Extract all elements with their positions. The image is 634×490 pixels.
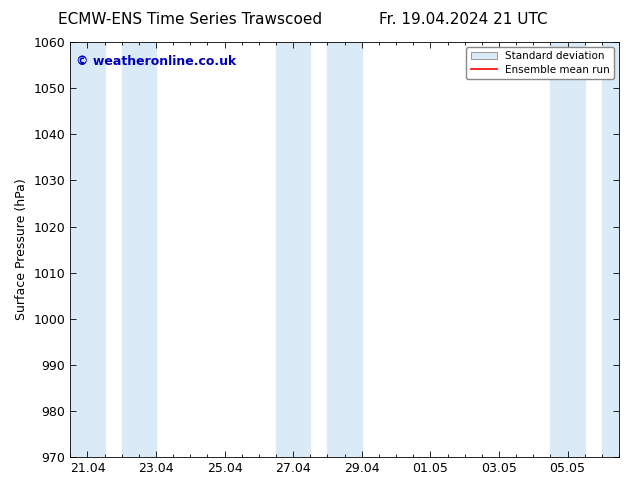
Bar — [550, 42, 585, 457]
Text: ECMW-ENS Time Series Trawscoed: ECMW-ENS Time Series Trawscoed — [58, 12, 322, 27]
Text: Fr. 19.04.2024 21 UTC: Fr. 19.04.2024 21 UTC — [378, 12, 547, 27]
Bar — [602, 42, 619, 457]
Legend: Standard deviation, Ensemble mean run: Standard deviation, Ensemble mean run — [467, 47, 614, 79]
Text: © weatheronline.co.uk: © weatheronline.co.uk — [76, 54, 236, 68]
Bar — [276, 42, 311, 457]
Y-axis label: Surface Pressure (hPa): Surface Pressure (hPa) — [15, 179, 28, 320]
Bar — [328, 42, 362, 457]
Bar — [122, 42, 156, 457]
Bar — [70, 42, 105, 457]
